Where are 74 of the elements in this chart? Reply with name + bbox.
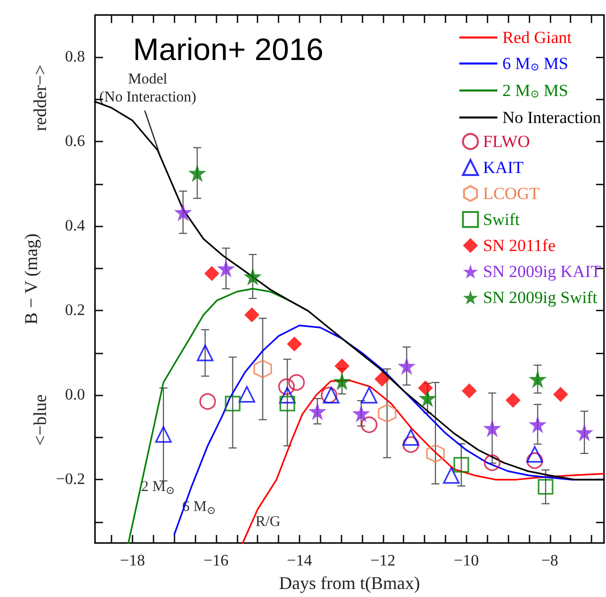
point xyxy=(334,358,350,374)
point xyxy=(352,404,370,422)
point xyxy=(204,266,220,282)
annotation: R/G xyxy=(255,514,281,530)
point xyxy=(418,389,437,408)
point xyxy=(278,378,295,396)
point xyxy=(360,386,378,404)
annotation: 2 M⊙ xyxy=(141,479,175,497)
point xyxy=(224,396,240,412)
point xyxy=(483,419,502,438)
point xyxy=(332,372,351,390)
point xyxy=(553,386,568,402)
point xyxy=(526,446,544,463)
point xyxy=(402,436,420,453)
text: <−blue xyxy=(30,394,50,446)
point xyxy=(196,344,214,362)
point xyxy=(526,452,544,469)
legend-label: SN 2011fe xyxy=(482,236,556,255)
annotation: Model (No Interaction) xyxy=(99,72,196,106)
legend-label: SN 2009ig Swift xyxy=(482,288,598,307)
annotation: Marion+ 2016 xyxy=(133,32,324,67)
point xyxy=(528,415,547,434)
point xyxy=(374,372,390,387)
point xyxy=(484,454,500,472)
point xyxy=(398,357,416,376)
point xyxy=(217,259,236,278)
point xyxy=(238,386,256,403)
point xyxy=(174,203,192,222)
y-tick-label: −0.2 xyxy=(56,471,85,488)
x-tick-label: −10 xyxy=(454,552,479,570)
point xyxy=(244,307,260,322)
point xyxy=(280,396,296,412)
legend-label: 6 M⊙ MS xyxy=(502,54,568,74)
point xyxy=(288,374,305,391)
x-tick-label: −12 xyxy=(370,552,396,570)
point xyxy=(454,457,470,473)
y-tick-label: 0.8 xyxy=(65,48,85,66)
point xyxy=(575,423,594,442)
legend-label: KAIT xyxy=(482,158,524,177)
point xyxy=(279,386,296,404)
point xyxy=(244,267,262,286)
point xyxy=(199,393,216,410)
point xyxy=(528,370,547,388)
point xyxy=(360,416,378,434)
point xyxy=(308,402,326,420)
point xyxy=(378,404,396,423)
x-tick-label: −16 xyxy=(203,552,229,570)
x-tick-label: −8 xyxy=(541,552,558,570)
y-tick-label: 0.0 xyxy=(65,386,85,404)
point xyxy=(253,360,272,378)
legend-label: Swift xyxy=(482,210,520,229)
y-axis-title: B − V (mag) xyxy=(21,234,41,324)
legend-label: FLWO xyxy=(482,132,530,151)
point xyxy=(426,444,445,463)
point xyxy=(443,467,460,484)
legend-label: Red Giant xyxy=(502,28,572,47)
point xyxy=(462,383,477,398)
x-tick-label: −14 xyxy=(286,552,312,570)
point xyxy=(155,426,172,443)
legend-label: SN 2009ig KAIT xyxy=(482,262,602,281)
y-tick-label: 0.4 xyxy=(65,218,85,235)
legend-label: LCOGT xyxy=(482,184,540,203)
point xyxy=(506,392,521,408)
point xyxy=(188,164,206,182)
x-axis-title: Days from t(Bmax) xyxy=(279,572,420,593)
point xyxy=(402,429,420,446)
y-tick-label: 0.6 xyxy=(65,133,85,150)
y-tick-label: 0.2 xyxy=(65,302,85,320)
legend-label: No Interaction xyxy=(502,108,602,127)
point xyxy=(538,479,554,495)
point xyxy=(286,336,302,352)
x-tick-label: −18 xyxy=(120,552,146,570)
text: redder−> xyxy=(30,64,50,132)
legend-label: 2 M⊙ MS xyxy=(502,81,568,100)
